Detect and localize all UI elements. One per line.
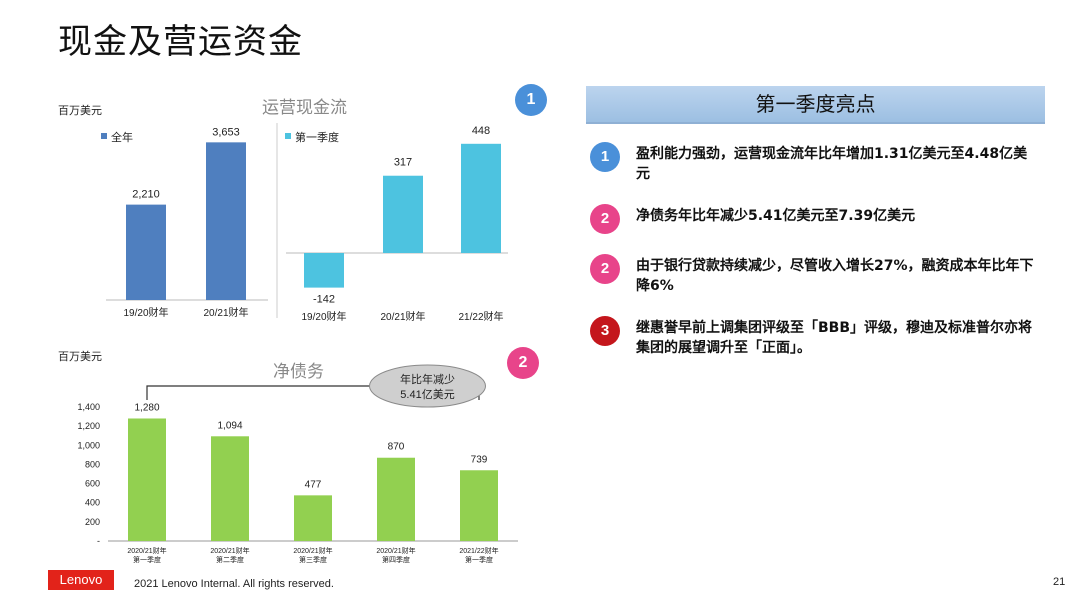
lenovo-logo: Lenovo <box>48 570 114 590</box>
y-tick-label: 400 <box>85 498 100 508</box>
tick-label-first-quarter: 19/20财年 <box>301 310 346 323</box>
legend-swatch-full-year <box>101 133 107 139</box>
data-label-first-quarter: 448 <box>472 125 490 137</box>
callout-text-line2: 5.41亿美元 <box>400 388 454 401</box>
tick-label-net-debt-quarter: 第一季度 <box>133 555 161 564</box>
bar-net-debt <box>211 436 249 541</box>
change-callout <box>369 364 486 408</box>
highlight-badge: 1 <box>590 142 620 172</box>
tick-label-net-debt-year: 2020/21财年 <box>127 546 166 555</box>
legend-swatch-first-quarter <box>285 133 291 139</box>
bar-first-quarter <box>461 143 501 253</box>
data-label-full-year: 3,653 <box>212 126 240 138</box>
highlight-badge: 2 <box>590 254 620 284</box>
tick-label-full-year: 20/21财年 <box>203 306 248 319</box>
bar-full-year <box>206 142 246 300</box>
bar-net-debt <box>377 457 415 541</box>
y-tick-label: 1,000 <box>77 440 100 450</box>
y-tick-label: 1,400 <box>77 402 100 412</box>
highlights-header: 第一季度亮点 <box>586 86 1045 124</box>
tick-label-first-quarter: 21/22财年 <box>458 310 503 323</box>
tick-label-net-debt-quarter: 第四季度 <box>382 555 410 564</box>
debt-unit-label: 百万美元 <box>58 350 102 363</box>
tick-label-full-year: 19/20财年 <box>123 306 168 319</box>
tick-label-net-debt-year: 2020/21财年 <box>210 546 249 555</box>
callout-text-line1: 年比年减少 <box>400 372 455 386</box>
data-label-full-year: 2,210 <box>132 189 160 201</box>
ocf-section-badge: 1 <box>515 84 547 116</box>
tick-label-net-debt-year: 2020/21财年 <box>293 546 332 555</box>
legend-label-full-year: 全年 <box>111 130 133 144</box>
tick-label-net-debt-quarter: 第三季度 <box>299 555 327 564</box>
ocf-chart-title: 运营现金流 <box>262 98 347 118</box>
bar-net-debt <box>128 418 166 541</box>
bar-full-year <box>126 204 166 300</box>
tick-label-net-debt-quarter: 第二季度 <box>216 555 244 564</box>
highlight-badge: 2 <box>590 204 620 234</box>
tick-label-net-debt-year: 2020/21财年 <box>376 546 415 555</box>
ocf-unit-label: 百万美元 <box>58 104 102 117</box>
y-tick-label: 200 <box>85 517 100 527</box>
data-label-net-debt: 870 <box>388 442 405 453</box>
y-tick-label: 600 <box>85 479 100 489</box>
page-title: 现金及营运资金 <box>58 22 303 62</box>
y-tick-label: - <box>97 536 100 546</box>
bar-first-quarter <box>383 175 423 253</box>
highlight-text: 继惠誉早前上调集团评级至「BBB」评级，穆迪及标准普尔亦将集团的展望调升至「正面… <box>636 320 1033 356</box>
data-label-net-debt: 1,280 <box>134 402 159 413</box>
y-tick-label: 1,200 <box>77 421 100 431</box>
bar-first-quarter <box>304 253 344 288</box>
data-label-net-debt: 739 <box>471 454 488 465</box>
page-number: 21 <box>1053 576 1066 588</box>
tick-label-net-debt-year: 2021/22财年 <box>459 546 498 555</box>
copyright-text: 2021 Lenovo Internal. All rights reserve… <box>134 578 334 590</box>
highlight-badge: 3 <box>590 316 620 346</box>
data-label-first-quarter: 317 <box>394 157 412 169</box>
data-label-net-debt: 1,094 <box>217 420 242 431</box>
ocf-charts: 全年 2,210 19/20财年 3,653 20/21财年 第一季度 -142 19/20… <box>101 123 508 323</box>
legend-label-first-quarter: 第一季度 <box>295 130 339 144</box>
net-debt-chart: - 200 400 600 800 1,000 1,200 1,400 1,280 2020/21… <box>77 364 518 564</box>
highlight-text: 净债务年比年减少5.41亿美元至7.39亿美元 <box>636 208 916 224</box>
data-label-first-quarter: -142 <box>313 294 335 306</box>
y-tick-label: 800 <box>85 459 100 469</box>
tick-label-net-debt-quarter: 第一季度 <box>465 555 493 564</box>
bar-net-debt <box>460 470 498 541</box>
highlight-text: 由于银行贷款持续减少，尽管收入增长27%，融资成本年比年下降6% <box>636 258 1034 294</box>
bar-net-debt <box>294 495 332 541</box>
highlight-text: 盈利能力强劲，运营现金流年比年增加1.31亿美元至4.48亿美元 <box>636 146 1028 182</box>
debt-chart-title: 净债务 <box>273 362 324 382</box>
data-label-net-debt: 477 <box>305 479 322 490</box>
tick-label-first-quarter: 20/21财年 <box>380 310 425 323</box>
debt-section-badge: 2 <box>507 347 539 379</box>
